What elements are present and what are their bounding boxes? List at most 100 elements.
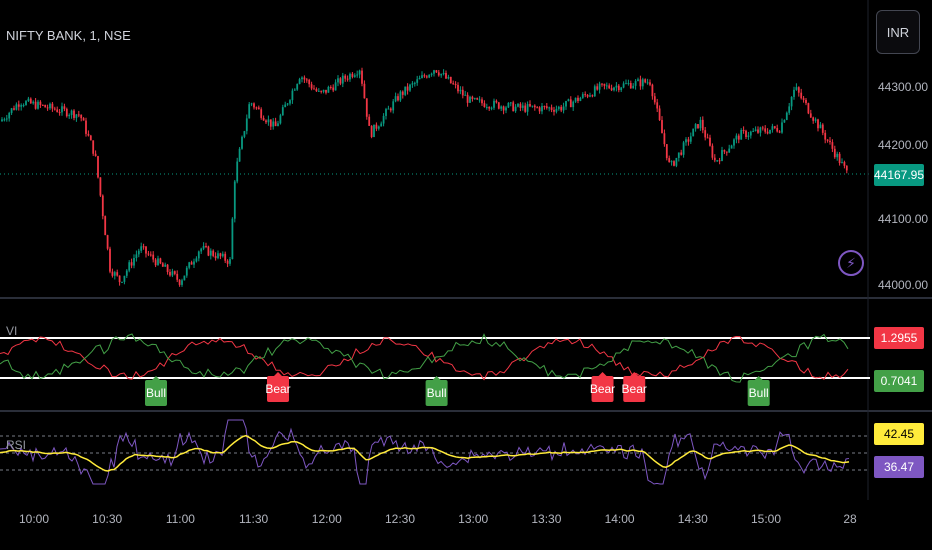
candle-body [565,100,567,107]
candle-body [709,137,711,146]
candle-body [56,109,59,113]
candle-body [406,86,409,91]
vi-plus-line [0,336,849,381]
candle-body [181,280,183,285]
candle-body [303,77,306,80]
candle-body [34,101,37,109]
candle-body [728,148,731,153]
candle-body [845,165,848,171]
candle-body [32,101,35,104]
price-candles [1,67,848,287]
candle-body [428,74,431,78]
candle-body [49,103,51,109]
candle-body [646,82,649,84]
candle-body [497,102,500,109]
candle-body [581,94,584,98]
symbol-title[interactable]: NIFTY BANK, 1, NSE [6,28,131,43]
candle-body [193,261,195,265]
candle-body [397,96,399,101]
candle-body [267,119,270,123]
candle-body [169,272,171,276]
signal-box [747,380,770,406]
candle-body [85,120,87,134]
grid [0,0,932,500]
signal-box [623,376,646,402]
candle-body [125,270,128,276]
candle-body [53,108,56,110]
candle-body [543,106,546,108]
candle-body [128,262,131,271]
candle-body [123,275,126,282]
candle-body [593,86,596,97]
candle-body [656,102,659,109]
candle-body [478,99,481,101]
candle-body [673,161,675,166]
candle-body [838,153,841,164]
last-price-tag: 44167.95 [874,164,924,186]
candle-body [173,271,176,274]
candle-body [382,115,385,124]
candle-body [325,89,327,93]
candle-body [740,129,743,140]
candle-body [121,281,123,283]
candle-body [824,132,827,140]
signal-text: Bear [622,382,647,396]
signal-box [591,376,614,402]
candle-body [814,119,817,121]
candle-body [82,118,85,121]
candle-body [651,84,654,97]
candle-body [577,97,579,101]
currency-button[interactable]: INR [876,10,920,54]
candle-body [185,267,188,276]
candle-body [466,94,469,103]
candle-body [442,73,445,75]
candle-body [279,115,282,124]
candle-body [557,106,560,109]
rsi-pane-label: RSI [6,438,27,452]
lightning-bolt-icon[interactable]: ⚡ [838,250,864,276]
bear-signal-label: Bear [622,372,647,402]
candle-body [37,101,39,109]
candle-body [608,85,611,89]
candle-body [680,152,683,155]
rsi-pane [0,419,870,485]
candle-body [783,119,786,123]
candle-body [145,246,147,254]
candle-body [795,87,798,90]
candle-body [27,98,30,102]
candle-body [152,254,155,260]
candle-body [236,161,239,182]
candle-body [605,85,608,87]
candle-body [519,103,522,108]
candle-body [387,108,390,110]
candle-body [293,89,296,91]
candle-body [41,104,44,106]
candle-body [735,135,738,140]
candle-body [802,98,805,100]
signal-pointer [598,372,607,376]
candle-body [385,109,387,116]
candle-body [166,264,169,273]
candle-body [800,92,803,99]
candle-body [10,108,13,113]
candle-body [433,70,435,74]
candle-body [704,130,707,138]
candle-body [596,86,599,90]
candle-body [706,137,709,139]
candle-body [469,96,471,103]
candle-body [562,106,565,111]
vi-minus-value: 0.7041 [874,370,924,392]
time-axis-label: 15:00 [750,512,782,526]
candle-body [841,162,843,164]
candle-body [548,107,551,109]
candle-body [473,98,476,100]
candle-body [1,119,3,122]
candle-body [315,89,318,92]
candle-body [344,75,347,79]
candle-body [541,106,543,112]
candle-body [265,120,267,123]
candle-body [761,127,764,129]
candle-body [699,119,702,129]
candle-body [77,114,80,116]
